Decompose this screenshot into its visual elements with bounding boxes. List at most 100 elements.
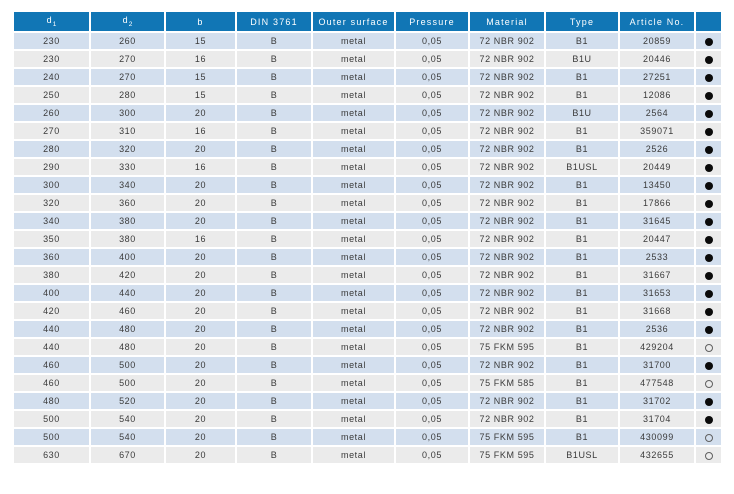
cell-type: B1USL: [546, 159, 618, 175]
cell-availability: [696, 33, 721, 49]
header-availability: [696, 12, 721, 31]
cell-d1: 380: [14, 267, 89, 283]
cell-din-3761: B: [237, 447, 311, 463]
cell-availability: [696, 51, 721, 67]
cell-material: 75 FKM 595: [470, 339, 544, 355]
cell-outer-surface: metal: [313, 393, 394, 409]
circle-filled-icon: [704, 127, 713, 136]
cell-article-no: 13450: [620, 177, 694, 193]
cell-pressure: 0,05: [396, 105, 468, 121]
cell-availability: [696, 357, 721, 373]
cell-din-3761: B: [237, 87, 311, 103]
cell-b: 20: [166, 429, 235, 445]
cell-d1: 290: [14, 159, 89, 175]
cell-din-3761: B: [237, 357, 311, 373]
table-row: 460 500 20 B metal 0,05 75 FKM 585 B1 47…: [14, 375, 721, 391]
circle-filled-icon: [704, 217, 713, 226]
cell-availability: [696, 141, 721, 157]
table-row: 400 440 20 B metal 0,05 72 NBR 902 B1 31…: [14, 285, 721, 301]
cell-b: 20: [166, 411, 235, 427]
cell-article-no: 12086: [620, 87, 694, 103]
cell-outer-surface: metal: [313, 321, 394, 337]
cell-availability: [696, 411, 721, 427]
header-din-3761: DIN 3761: [237, 12, 311, 31]
cell-din-3761: B: [237, 195, 311, 211]
cell-material: 72 NBR 902: [470, 105, 544, 121]
cell-type: B1: [546, 177, 618, 193]
cell-din-3761: B: [237, 285, 311, 301]
cell-article-no: 31704: [620, 411, 694, 427]
cell-d2: 270: [91, 51, 164, 67]
header-b: b: [166, 12, 235, 31]
cell-article-no: 359071: [620, 123, 694, 139]
table-row: 380 420 20 B metal 0,05 72 NBR 902 B1 31…: [14, 267, 721, 283]
cell-outer-surface: metal: [313, 213, 394, 229]
cell-din-3761: B: [237, 159, 311, 175]
cell-pressure: 0,05: [396, 213, 468, 229]
cell-d2: 480: [91, 321, 164, 337]
cell-d2: 670: [91, 447, 164, 463]
cell-pressure: 0,05: [396, 33, 468, 49]
cell-material: 72 NBR 902: [470, 267, 544, 283]
cell-pressure: 0,05: [396, 393, 468, 409]
cell-b: 20: [166, 303, 235, 319]
cell-type: B1: [546, 393, 618, 409]
cell-din-3761: B: [237, 33, 311, 49]
cell-article-no: 17866: [620, 195, 694, 211]
table-row: 340 380 20 B metal 0,05 72 NBR 902 B1 31…: [14, 213, 721, 229]
cell-d1: 300: [14, 177, 89, 193]
cell-d2: 420: [91, 267, 164, 283]
cell-availability: [696, 393, 721, 409]
header-type: Type: [546, 12, 618, 31]
cell-availability: [696, 249, 721, 265]
cell-material: 72 NBR 902: [470, 159, 544, 175]
cell-material: 72 NBR 902: [470, 321, 544, 337]
circle-filled-icon: [704, 271, 713, 280]
cell-din-3761: B: [237, 303, 311, 319]
cell-outer-surface: metal: [313, 357, 394, 373]
cell-d1: 270: [14, 123, 89, 139]
cell-article-no: 31645: [620, 213, 694, 229]
cell-material: 72 NBR 902: [470, 177, 544, 193]
cell-pressure: 0,05: [396, 231, 468, 247]
product-table: d1 d2 b DIN 3761 Outer surface Pressure …: [12, 10, 723, 465]
cell-d2: 460: [91, 303, 164, 319]
cell-din-3761: B: [237, 123, 311, 139]
cell-article-no: 20859: [620, 33, 694, 49]
cell-b: 16: [166, 123, 235, 139]
table-row: 250 280 15 B metal 0,05 72 NBR 902 B1 12…: [14, 87, 721, 103]
cell-availability: [696, 303, 721, 319]
cell-availability: [696, 285, 721, 301]
table-header: d1 d2 b DIN 3761 Outer surface Pressure …: [14, 12, 721, 31]
cell-d1: 230: [14, 33, 89, 49]
cell-din-3761: B: [237, 321, 311, 337]
cell-type: B1: [546, 285, 618, 301]
cell-type: B1: [546, 429, 618, 445]
table-row: 300 340 20 B metal 0,05 72 NBR 902 B1 13…: [14, 177, 721, 193]
cell-material: 75 FKM 595: [470, 447, 544, 463]
cell-d1: 460: [14, 357, 89, 373]
cell-d2: 340: [91, 177, 164, 193]
cell-availability: [696, 123, 721, 139]
header-d1: d1: [14, 12, 89, 31]
cell-availability: [696, 213, 721, 229]
cell-d1: 440: [14, 339, 89, 355]
table-row: 240 270 15 B metal 0,05 72 NBR 902 B1 27…: [14, 69, 721, 85]
cell-material: 72 NBR 902: [470, 303, 544, 319]
cell-article-no: 2536: [620, 321, 694, 337]
cell-d2: 360: [91, 195, 164, 211]
cell-pressure: 0,05: [396, 69, 468, 85]
cell-availability: [696, 447, 721, 463]
cell-material: 72 NBR 902: [470, 141, 544, 157]
cell-availability: [696, 177, 721, 193]
cell-pressure: 0,05: [396, 249, 468, 265]
cell-d2: 260: [91, 33, 164, 49]
cell-type: B1: [546, 375, 618, 391]
cell-outer-surface: metal: [313, 69, 394, 85]
cell-pressure: 0,05: [396, 375, 468, 391]
cell-din-3761: B: [237, 69, 311, 85]
cell-type: B1: [546, 195, 618, 211]
table-row: 270 310 16 B metal 0,05 72 NBR 902 B1 35…: [14, 123, 721, 139]
cell-outer-surface: metal: [313, 267, 394, 283]
